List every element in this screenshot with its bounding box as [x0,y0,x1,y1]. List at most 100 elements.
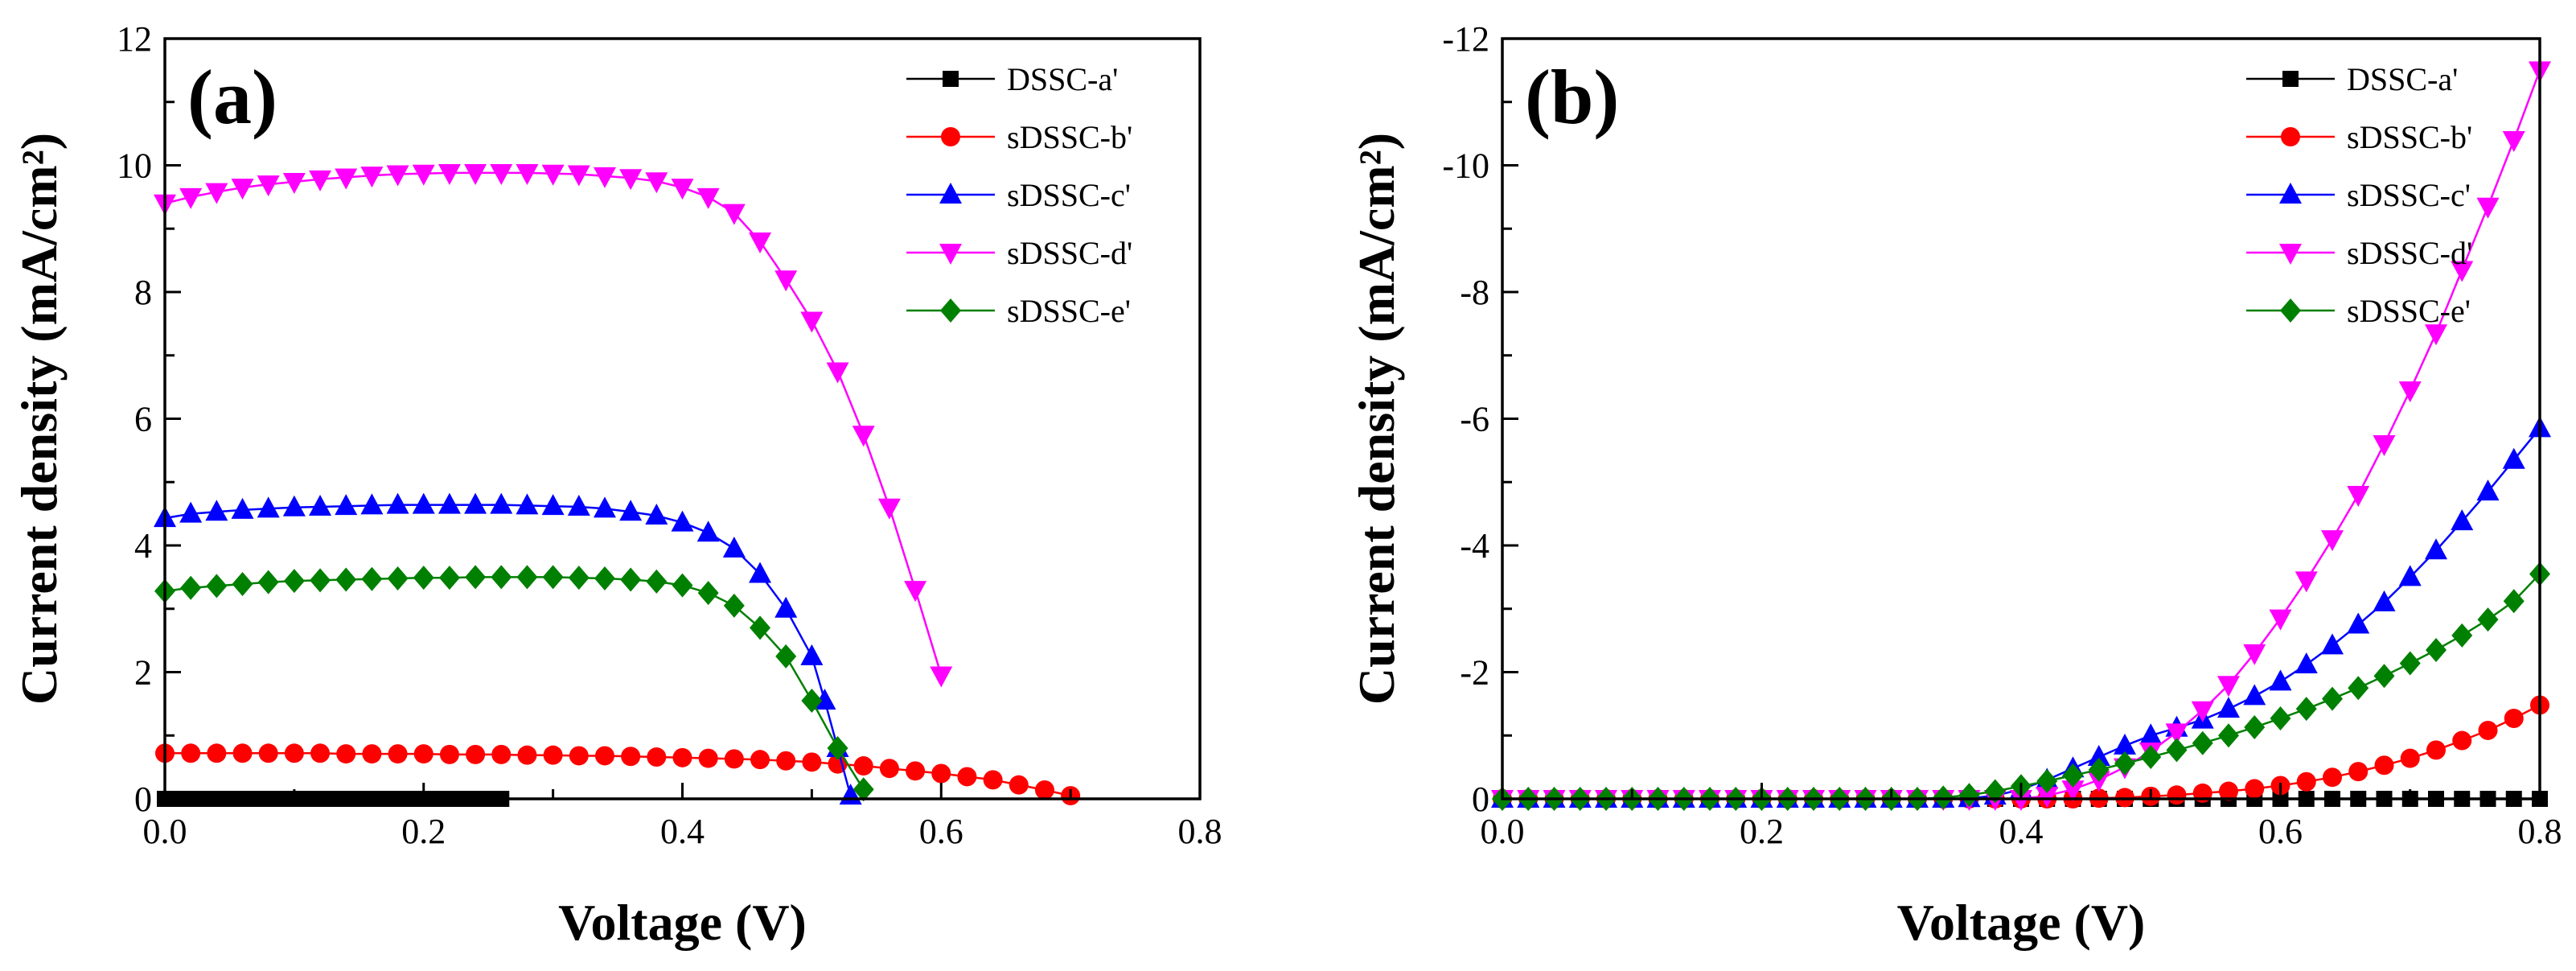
sDSSC-c-point-4 [257,496,280,518]
legend-marker-point-2 [939,183,962,204]
series-sDSSC-d [154,163,953,688]
legend-item-sDSSC-e: sDSSC-e' [2246,293,2471,329]
sDSSC-d-point-30 [2269,609,2292,631]
sDSSC-b-point-5 [284,743,304,763]
y-tick-label: 2 [134,653,152,693]
sDSSC-c-point-19 [645,503,668,525]
sDSSC-b-point-32 [983,770,1003,790]
y-tick-label: 4 [134,526,152,566]
sDSSC-c-point-20 [671,510,694,532]
sDSSC-c-point-14 [516,493,539,515]
panel-b: 0.0 0.2 0.4 0.6 0.8 0 -2 -4 -6 -8 -10 -12 Voltage (V… [1348,19,2562,951]
sDSSC-c-point-2 [205,500,228,521]
sDSSC-e-point-34 [2373,664,2395,689]
sDSSC-d-point-20 [2010,790,2032,811]
sDSSC-d-point-26 [826,362,849,384]
sDSSC-e-point-35 [2399,651,2421,676]
sDSSC-b-point-13 [491,744,512,764]
sDSSC-c-point-30 [2269,669,2292,691]
sDSSC-d-point-31 [2295,571,2318,593]
x-tick-label: 0.4 [660,812,705,851]
sDSSC-b-point-27 [853,756,873,776]
legend-marker-point-1 [2281,127,2300,146]
sDSSC-e-point-19 [646,569,668,594]
sDSSC-c-point-15 [541,494,565,516]
sDSSC-b-point-25 [802,752,822,772]
sDSSC-d-point-18 [619,169,643,191]
sDSSC-c-point-32 [2321,633,2344,655]
sDSSC-d-point-28 [2217,676,2240,697]
sDSSC-e-point-21 [2036,768,2058,793]
sDSSC-e-point-22 [2062,763,2084,788]
sDSSC-d-point-8 [360,167,384,188]
sDSSC-d-point-27 [2191,701,2214,722]
sDSSC-d-point-34 [2373,435,2396,456]
sDSSC-c-point-29 [2243,684,2266,706]
sDSSC-e-point-38 [2477,607,2499,632]
y-tick-label: -10 [1442,146,1489,186]
sDSSC-d-point-11 [438,163,461,185]
x-tick-label: 0.8 [2518,812,2562,851]
sDSSC-b-point-14 [517,745,537,765]
sDSSC-c-point-31 [2295,652,2318,674]
sDSSC-c-point-24 [2114,733,2136,755]
sDSSC-d-point-2 [205,183,228,204]
sDSSC-d-point-1 [179,187,203,209]
sDSSC-b-point-34 [1034,780,1054,800]
sDSSC-d-point-21 [696,187,720,209]
sDSSC-b-point-23 [750,750,770,770]
legend-label: sDSSC-c' [2347,177,2471,213]
series-sDSSC-e [1492,562,2550,811]
y-tick-label: -8 [1460,273,1489,312]
sDSSC-d-point-37 [2451,261,2474,282]
sDSSC-d-point-22 [722,204,746,225]
sDSSC-e-point-9 [387,566,409,590]
sDSSC-b-point-9 [388,744,408,764]
series-sDSSC-e [154,565,874,802]
sDSSC-c-point-18 [619,500,643,521]
sDSSC-d-point-19 [645,172,668,194]
sDSSC-b-point-22 [724,749,744,769]
legend-label: DSSC-a' [1007,61,1118,97]
sDSSC-b-point-30 [931,763,951,784]
sDSSC-d-point-22 [2061,780,2085,802]
sDSSC-e-point-16 [568,566,590,590]
sDSSC-b-point-12 [466,744,486,764]
sDSSC-d-point-39 [2502,131,2525,152]
legend-marker-point-0 [2282,71,2299,87]
sDSSC-d-point-13 [490,163,513,185]
x-tick-label: 0.2 [1740,812,1784,851]
y-tick-label: -2 [1460,653,1489,693]
series-line-sDSSC-c [1502,427,2541,800]
sDSSC-c-point-5 [282,495,306,516]
sDSSC-d-point-29 [904,581,927,603]
sDSSC-e-point-24 [775,644,797,669]
sDSSC-b-point-20 [672,747,692,767]
sDSSC-c-point-3 [231,497,254,519]
sDSSC-e-point-27 [853,777,874,802]
sDSSC-e-point-13 [491,565,512,590]
legend-item-DSSC-a: DSSC-a' [906,61,1118,97]
series-sDSSC-c [154,492,862,805]
series-line-sDSSC-d [164,171,943,676]
legend-item-sDSSC-b: sDSSC-b' [906,119,1132,155]
sDSSC-c-point-35 [2398,565,2422,586]
legend-marker-point-4 [940,298,961,323]
x-tick-label: 0.8 [1178,812,1222,851]
sDSSC-b-point-26 [2167,785,2187,805]
sDSSC-b-point-29 [2245,779,2265,799]
sDSSC-b-point-31 [957,767,977,787]
sDSSC-d-point-10 [412,164,435,186]
legend-item-sDSSC-d: sDSSC-d' [2246,235,2472,271]
sDSSC-d-point-12 [464,163,487,185]
y-tick-label: -4 [1460,526,1489,566]
sDSSC-e-point-37 [2451,623,2473,648]
sDSSC-e-point-25 [2140,745,2162,770]
sDSSC-d-point-17 [593,167,616,188]
y-axis-title: Current density (mA/cm²) [10,133,68,705]
sDSSC-d-point-33 [2347,486,2370,507]
sDSSC-b-point-21 [698,748,718,768]
sDSSC-e-point-20 [672,573,693,598]
x-tick-label: 0.0 [143,812,187,851]
x-axis-title: Voltage (V) [1897,894,2146,951]
